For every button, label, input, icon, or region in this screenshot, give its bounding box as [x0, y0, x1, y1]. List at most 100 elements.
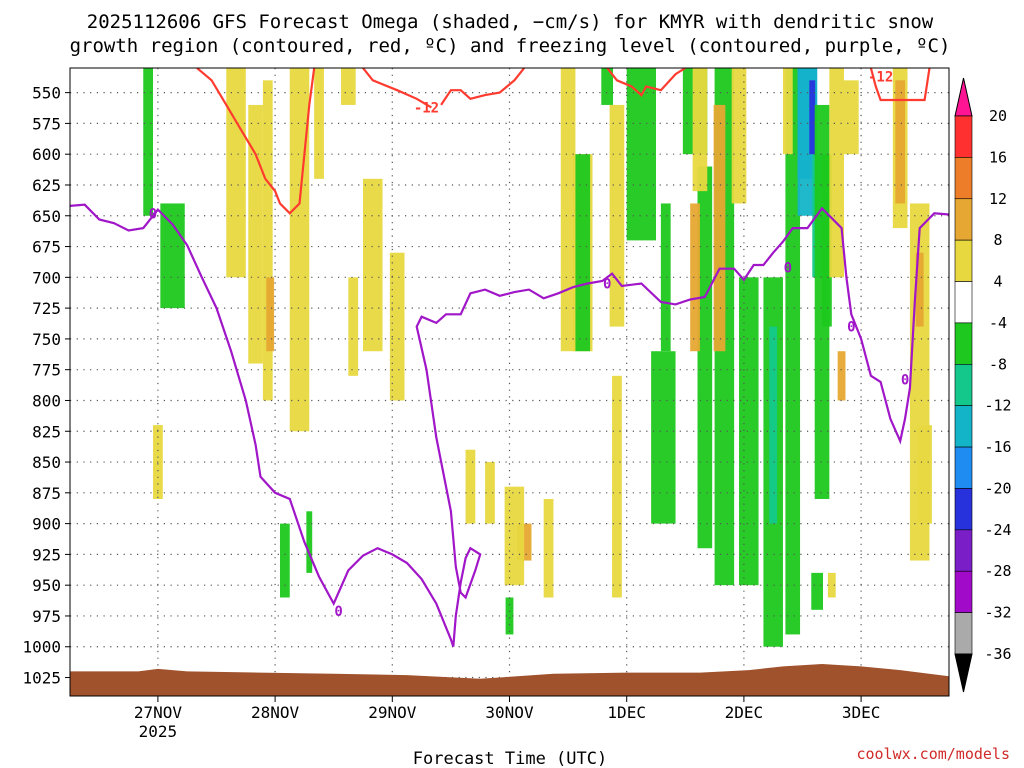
omega-shade-cell — [844, 80, 859, 155]
colorbar-label: -32 — [984, 604, 1011, 622]
y-tick-label: 850 — [32, 453, 61, 472]
contour-label: 0 — [784, 260, 792, 276]
omega-shade-cell — [160, 203, 185, 309]
freezing-level-contour — [70, 203, 949, 648]
omega-shade-cell — [389, 252, 405, 401]
omega-shade-cell — [348, 277, 359, 376]
omega-shade-cell — [827, 572, 836, 598]
colorbar-cell — [954, 570, 973, 613]
y-tick-label: 975 — [32, 607, 61, 626]
y-tick-label: 725 — [32, 299, 61, 318]
chart-title-line2: growth region (contoured, red, ºC) and f… — [70, 35, 951, 57]
omega-shade-cell — [651, 351, 676, 524]
y-tick-label: 625 — [32, 176, 61, 195]
y-tick-label: 550 — [32, 84, 61, 103]
omega-shade-cell — [465, 449, 476, 524]
dgz-contour — [440, 68, 526, 106]
colorbar-cell — [954, 281, 973, 324]
y-tick-label: 800 — [32, 391, 61, 410]
colorbar-label: 12 — [989, 190, 1007, 208]
chart-title-line1: 2025112606 GFS Forecast Omega (shaded, −… — [87, 11, 934, 33]
contour-label: 0 — [603, 276, 611, 292]
omega-shade-cell — [505, 597, 514, 635]
colorbar-label: 4 — [993, 273, 1002, 291]
omega-shade-cell — [837, 351, 846, 401]
omega-shade-cell — [143, 68, 154, 216]
colorbar-cell — [954, 198, 973, 241]
omega-shade-cell — [612, 375, 622, 598]
colorbar-label: -16 — [984, 438, 1011, 456]
colorbar-top-arrow — [954, 77, 973, 117]
x-tick-label: 28NOV — [251, 703, 300, 722]
colorbar-label: -8 — [989, 355, 1007, 373]
colorbar-cell — [954, 446, 973, 489]
omega-shade-cell — [626, 68, 656, 241]
omega-shade-cell — [822, 154, 832, 327]
colorbar-label: -24 — [984, 521, 1011, 539]
omega-shade-cell — [575, 154, 591, 352]
colorbar-label: 8 — [993, 231, 1002, 249]
y-tick-label: 675 — [32, 238, 61, 257]
x-tick-label: 29NOV — [368, 703, 417, 722]
omega-shade-cell — [306, 511, 313, 573]
omega-shade-cell — [279, 523, 290, 598]
colorbar-cell — [954, 115, 973, 158]
x-tick-label: 1DEC — [607, 703, 646, 722]
omega-shade-cell — [485, 462, 495, 524]
colorbar-label: -36 — [984, 645, 1011, 663]
y-tick-label: 925 — [32, 545, 61, 564]
y-tick-label: 1000 — [22, 638, 61, 657]
omega-shade-cell — [266, 277, 275, 352]
x-tick-label: 3DEC — [842, 703, 881, 722]
colorbar-cell — [954, 612, 973, 655]
colorbar-cell — [954, 239, 973, 282]
y-tick-label: 1025 — [22, 669, 61, 688]
omega-shade-cell — [543, 498, 554, 598]
y-tick-label: 700 — [32, 268, 61, 287]
dgz-contour — [362, 68, 432, 109]
colorbar-cell — [954, 488, 973, 531]
omega-shade-cell — [917, 425, 932, 524]
omega-shade-cell — [226, 68, 246, 278]
omega-shade-cell — [785, 68, 801, 635]
y-tick-label: 575 — [32, 114, 61, 133]
colorbar-label: -28 — [984, 562, 1011, 580]
contour-label: 0 — [149, 206, 157, 222]
dgz-contour — [606, 68, 686, 97]
terrain-area — [70, 664, 949, 696]
omega-shade-cell — [713, 104, 726, 352]
omega-shade-cell — [690, 203, 700, 352]
omega-shade-cell — [601, 68, 614, 105]
contour-label: 0 — [847, 320, 855, 336]
x-tick-label: 30NOV — [485, 703, 534, 722]
contour-label: -12 — [414, 100, 439, 116]
omega-shade-cell — [289, 68, 310, 432]
colorbar-cell — [954, 364, 973, 406]
omega-shade-cell — [829, 68, 845, 278]
omega-shade-cell — [504, 486, 525, 586]
omega-shade-cell — [811, 572, 824, 610]
omega-shade-cell — [697, 166, 713, 549]
colorbar-label: -4 — [989, 314, 1007, 332]
y-tick-label: 650 — [32, 207, 61, 226]
y-tick-label: 600 — [32, 145, 61, 164]
colorbar-label: 20 — [989, 107, 1007, 125]
y-tick-label: 900 — [32, 515, 61, 534]
omega-shade-cell — [769, 326, 778, 524]
omega-shade-cell — [782, 68, 793, 155]
omega-shade-cell — [895, 80, 906, 204]
colorbar-label: -12 — [984, 397, 1011, 415]
credit-text: coolwx.com/models — [856, 745, 1010, 763]
omega-shade-cell — [560, 68, 576, 352]
contour-label: 0 — [334, 604, 342, 620]
colorbar-cell — [954, 405, 973, 448]
colorbar-cell — [954, 322, 973, 365]
omega-shade-cell — [692, 68, 708, 192]
dgz-contour — [196, 68, 316, 215]
colorbar-label: -20 — [984, 479, 1011, 497]
y-tick-label: 750 — [32, 330, 61, 349]
omega-shade-cell — [341, 68, 356, 105]
contour-label: -12 — [868, 70, 893, 86]
y-tick-label: 950 — [32, 576, 61, 595]
